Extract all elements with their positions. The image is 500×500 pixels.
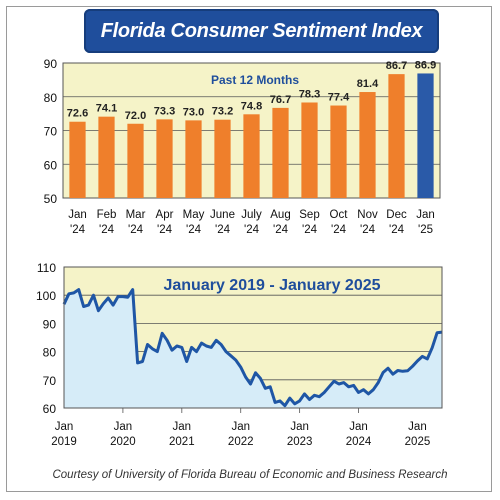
- line-x-tick-label: Jan: [173, 421, 192, 433]
- line-x-tick-label-year: 2024: [346, 436, 372, 448]
- line-x-tick-label: Jan: [55, 421, 74, 433]
- bar: [330, 105, 347, 198]
- bar-value-label: 73.3: [154, 105, 175, 117]
- line-y-tick-label: 100: [36, 289, 56, 303]
- title-banner: Florida Consumer Sentiment Index: [84, 9, 439, 53]
- bar: [98, 116, 115, 198]
- bar-value-label: 77.4: [328, 92, 350, 104]
- bar-x-tick-label: Dec: [386, 209, 407, 221]
- line-x-tick-label-year: 2020: [110, 436, 136, 448]
- bar-x-tick-label: Jan: [416, 209, 435, 221]
- bar-x-tick-label-year: '24: [273, 224, 289, 236]
- bar-value-label: 72.0: [125, 110, 146, 122]
- bar-subtitle: Past 12 Months: [211, 73, 299, 87]
- line-area-fill: [64, 289, 442, 408]
- bar-y-tick-label: 60: [44, 158, 58, 172]
- credit-line: Courtesy of University of Florida Bureau…: [52, 469, 448, 481]
- bar-value-label: 72.6: [67, 108, 88, 120]
- bar: [127, 123, 144, 198]
- bar: [272, 107, 289, 198]
- bar-chart: 50 60 70 80 90 Past 12 Months 72.6 Jan '24 74.1 Fe…: [44, 57, 441, 236]
- line-series: [62, 288, 443, 408]
- line-y-tick-label: 110: [37, 261, 56, 275]
- bar-value-label: 73.0: [183, 106, 204, 118]
- bar-x-tick-label-year: '24: [157, 224, 173, 236]
- line-y-tick-label: 80: [43, 346, 57, 360]
- line-chart: 60 70 80 90 100 110 Jan 2019 Jan 2020 Jan 2021 Jan 20…: [36, 261, 443, 448]
- bar-x-tick-label: Jan: [68, 209, 87, 221]
- bar-value-label: 73.2: [212, 106, 233, 118]
- bar-x-tick-label-year: '24: [389, 224, 405, 236]
- bar-x-tick-label-year: '24: [215, 224, 231, 236]
- bar-value-label: 86.7: [386, 60, 407, 72]
- bar: [185, 120, 202, 198]
- bar-y-tick-label: 80: [44, 91, 58, 105]
- line-y-tick-label: 90: [43, 317, 57, 331]
- line-x-tick-label-year: 2025: [405, 436, 431, 448]
- bar-x-tick-label: Apr: [156, 209, 174, 221]
- bar-x-tick-label-year: '25: [418, 224, 433, 236]
- line-x-tick-label-year: 2019: [51, 436, 77, 448]
- line-x-tick-label-year: 2023: [287, 436, 313, 448]
- bar: [156, 119, 173, 198]
- line-subtitle: January 2019 - January 2025: [163, 277, 380, 294]
- bar: [359, 92, 376, 198]
- bar-x-tick-label: Feb: [97, 209, 117, 221]
- bar-x-tick-label-year: '24: [244, 224, 260, 236]
- line-x-tick-label: Jan: [114, 421, 133, 433]
- bar-value-label: 74.1: [96, 103, 117, 115]
- bar: [301, 102, 318, 198]
- bar-x-tick-label: Sep: [299, 209, 319, 221]
- line-x-tick-label-year: 2021: [169, 436, 195, 448]
- line-y-tick-label: 60: [43, 402, 57, 416]
- bar-x-tick-label: Oct: [330, 209, 349, 221]
- bar-value-label: 86.9: [415, 59, 436, 71]
- bar-x-tick-label: Mar: [126, 209, 146, 221]
- line-x-tick-label: Jan: [231, 421, 250, 433]
- line-x-tick-label: Jan: [408, 421, 427, 433]
- bar-x-tick-label: June: [210, 209, 235, 221]
- bar-x-tick-label: July: [241, 209, 262, 221]
- bar: [69, 121, 86, 198]
- bar-x-tick-label-year: '24: [128, 224, 144, 236]
- bar-x-tick-label-year: '24: [99, 224, 115, 236]
- bar-x-tick-label: Aug: [270, 209, 290, 221]
- bar-x-tick-label: May: [183, 209, 205, 221]
- bar-x-tick-label-year: '24: [186, 224, 202, 236]
- line-x-tick-label-year: 2022: [228, 436, 254, 448]
- bar-x-tick-label-year: '24: [331, 224, 347, 236]
- line-plot-border: [63, 266, 443, 409]
- bar-x-tick-label: Nov: [357, 209, 378, 221]
- line-x-tick-label: Jan: [290, 421, 309, 433]
- bar-value-label: 74.8: [241, 100, 262, 112]
- bar-value-label: 78.3: [299, 88, 320, 100]
- bar-value-label: 81.4: [357, 78, 379, 90]
- bar-x-tick-label-year: '24: [70, 224, 86, 236]
- bar-y-tick-label: 70: [44, 125, 58, 139]
- bar: [214, 119, 231, 198]
- chart-title: Florida Consumer Sentiment Index: [100, 19, 423, 42]
- bar-y-tick-label: 90: [44, 57, 58, 71]
- bar-x-tick-label-year: '24: [360, 224, 376, 236]
- line-y-tick-label: 70: [43, 374, 57, 388]
- bar: [388, 74, 405, 198]
- bar: [243, 114, 260, 198]
- bar-x-tick-label-year: '24: [302, 224, 318, 236]
- bar-value-label: 76.7: [270, 94, 291, 106]
- bar: [417, 73, 434, 198]
- line-x-tick-label: Jan: [349, 421, 368, 433]
- bar-y-tick-label: 50: [44, 192, 58, 206]
